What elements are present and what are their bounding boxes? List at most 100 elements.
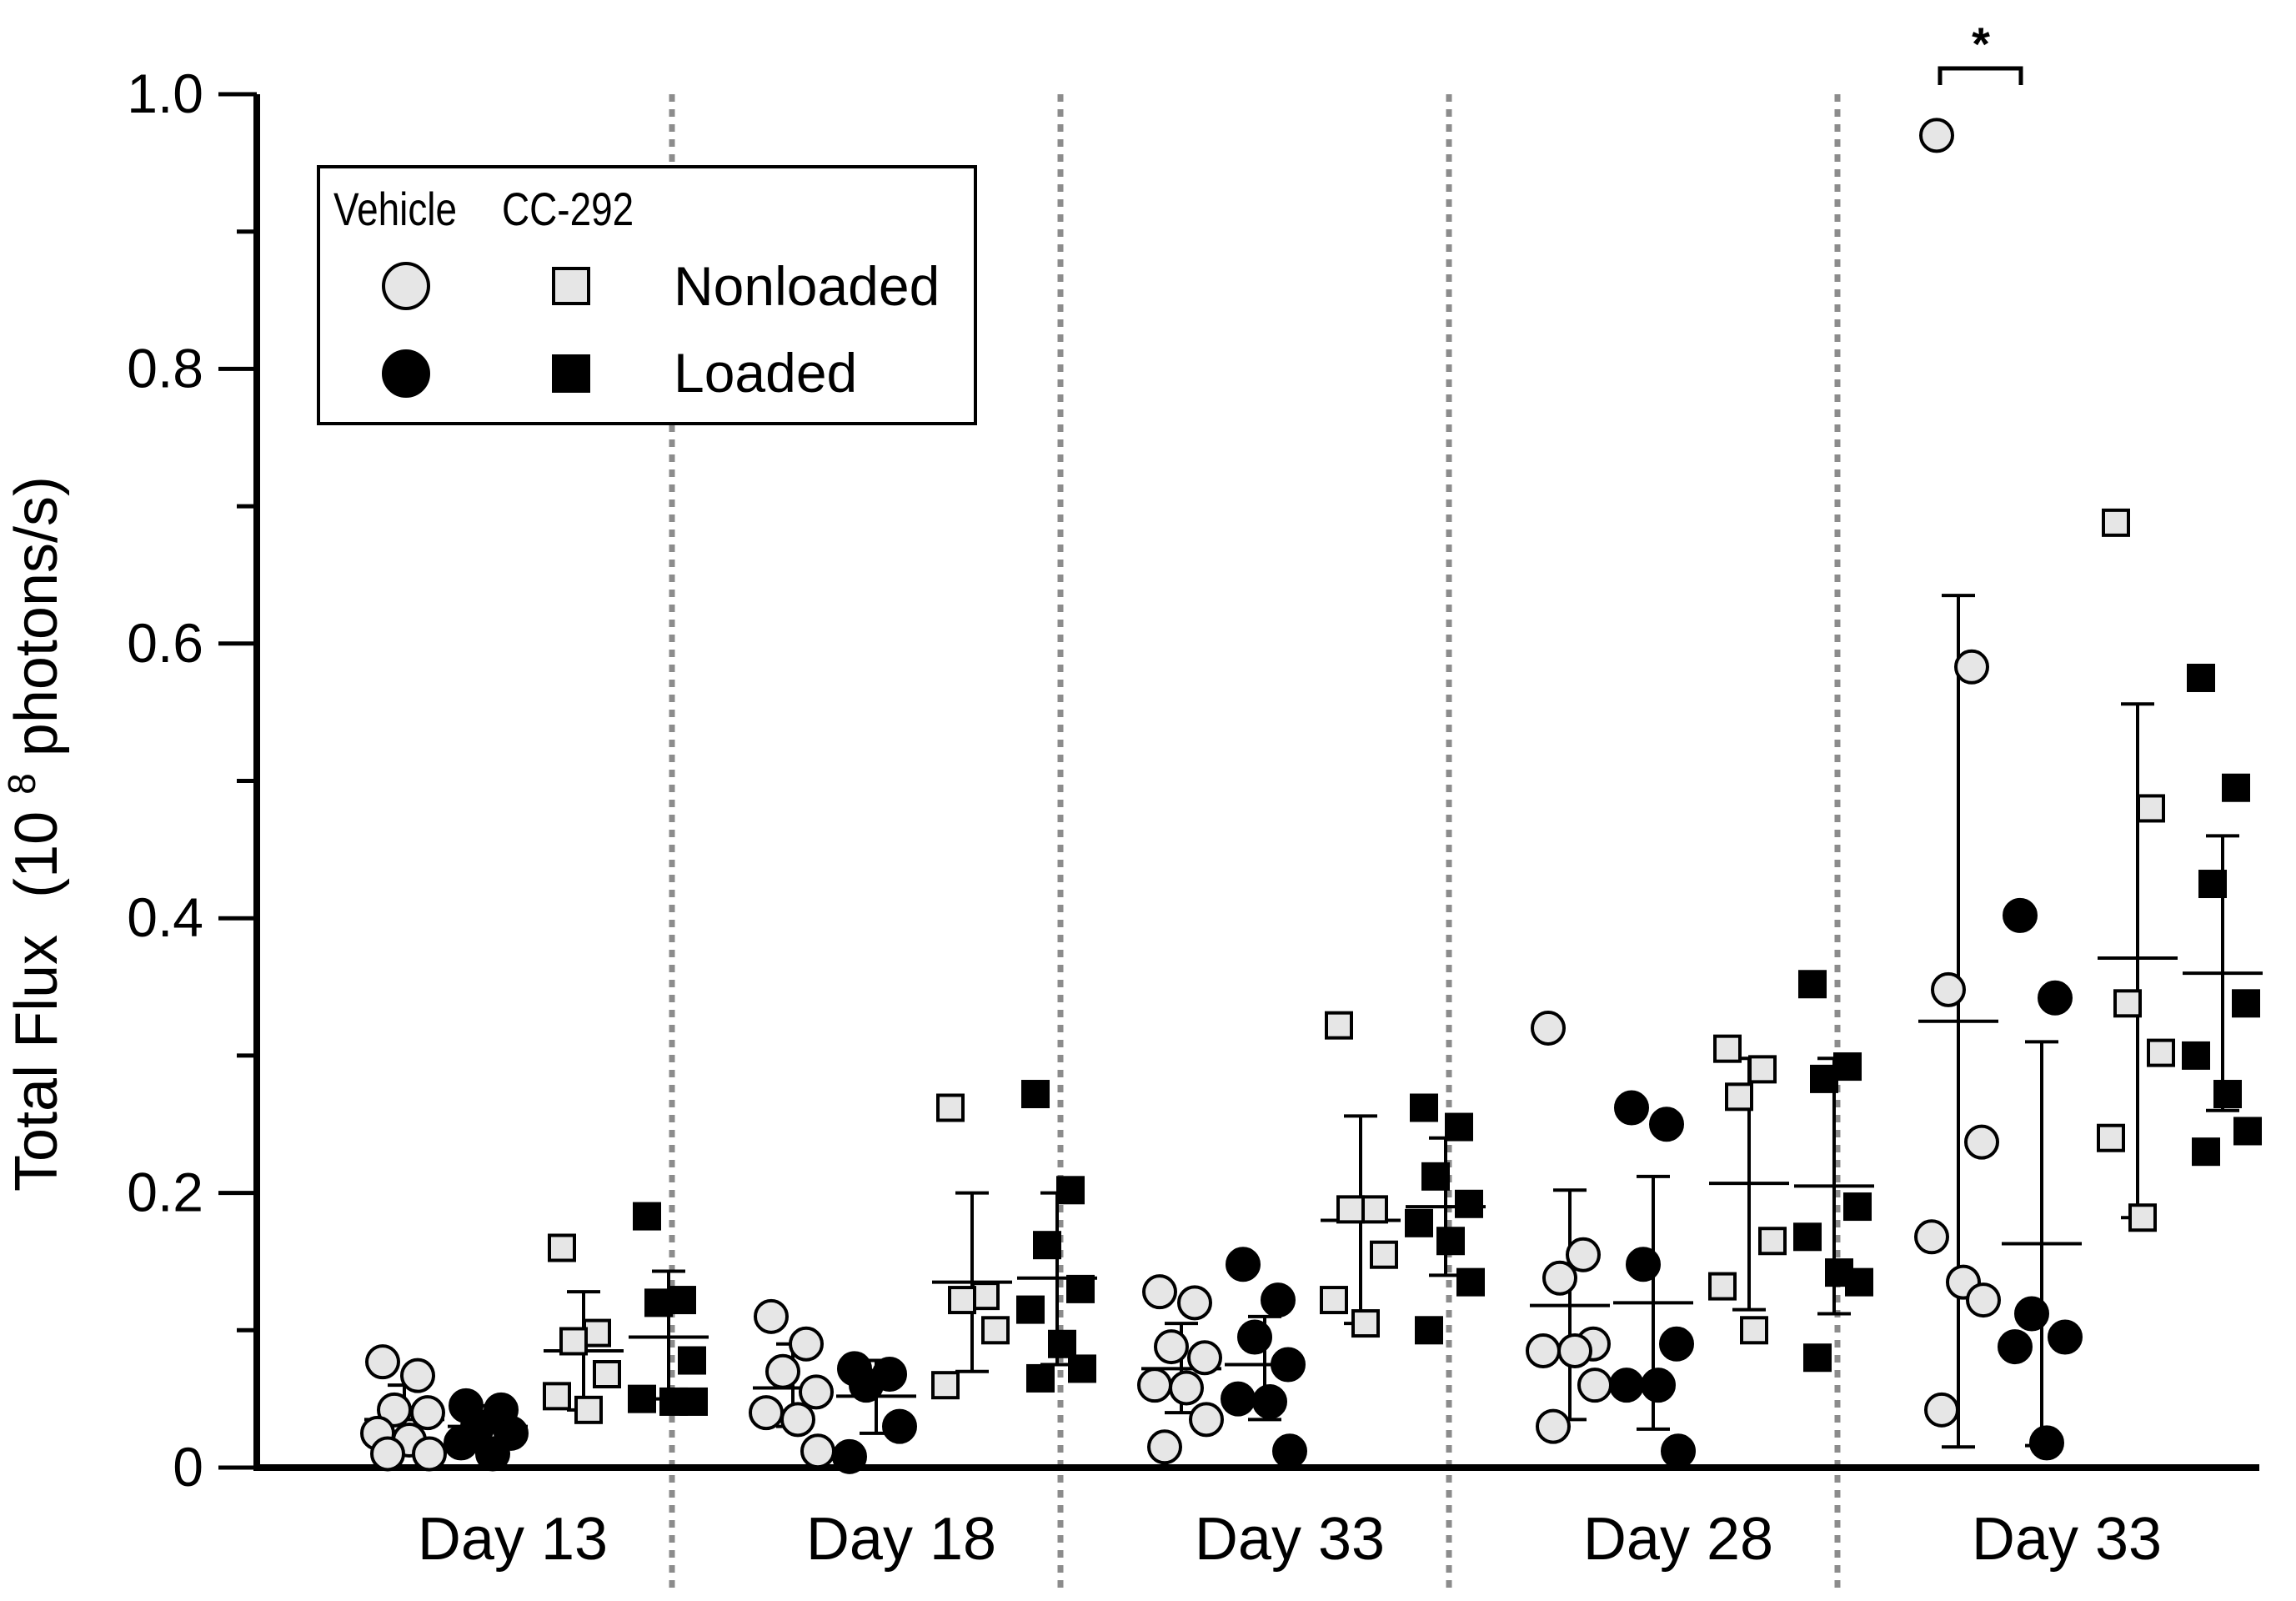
point-vehicle-loaded xyxy=(1221,1381,1256,1417)
point-cc-292-nonloaded xyxy=(1351,1309,1380,1338)
point-cc-292-loaded xyxy=(1421,1162,1450,1191)
legend-label-loaded: Loaded xyxy=(674,342,857,404)
point-vehicle-loaded xyxy=(1649,1107,1684,1142)
point-vehicle-nonloaded xyxy=(1177,1285,1212,1321)
point-vehicle-nonloaded xyxy=(1919,118,1954,153)
point-cc-292-nonloaded xyxy=(1370,1240,1398,1269)
point-cc-292-nonloaded xyxy=(1748,1055,1777,1084)
point-cc-292-loaded xyxy=(2192,1137,2220,1167)
point-cc-292-loaded xyxy=(2187,663,2215,692)
x-category-label: Day 13 xyxy=(418,1506,608,1573)
y-tick-label: 0.6 xyxy=(127,612,203,674)
x-category-label: Day 28 xyxy=(1583,1506,1773,1573)
y-tick-label: 0.8 xyxy=(127,337,203,399)
point-cc-292-nonloaded xyxy=(1360,1195,1388,1224)
point-cc-292-loaded xyxy=(2233,1117,2262,1146)
point-cc-292-nonloaded xyxy=(2102,508,2130,537)
point-vehicle-loaded xyxy=(2048,1319,2083,1355)
point-cc-292-nonloaded xyxy=(948,1286,976,1315)
point-vehicle-nonloaded xyxy=(1954,649,1989,685)
point-cc-292-loaded xyxy=(1436,1227,1465,1256)
point-cc-292-loaded xyxy=(1415,1316,1443,1345)
point-cc-292-nonloaded xyxy=(1708,1272,1737,1301)
point-cc-292-loaded xyxy=(1833,1052,1862,1082)
point-cc-292-loaded xyxy=(628,1384,656,1413)
x-category-label: Day 33 xyxy=(1195,1506,1385,1573)
point-vehicle-nonloaded xyxy=(1557,1333,1592,1369)
point-cc-292-loaded xyxy=(1066,1274,1095,1303)
point-cc-292-nonloaded xyxy=(936,1093,965,1122)
point-vehicle-nonloaded xyxy=(780,1402,815,1438)
point-cc-292-loaded xyxy=(1455,1189,1483,1218)
point-cc-292-loaded xyxy=(1033,1231,1061,1260)
legend-header-cc292: CC-292 xyxy=(502,183,634,235)
point-vehicle-loaded xyxy=(1641,1368,1676,1403)
point-vehicle-loaded xyxy=(849,1368,884,1403)
point-cc-292-nonloaded xyxy=(583,1318,611,1348)
point-cc-292-loaded xyxy=(2198,870,2227,899)
point-vehicle-nonloaded xyxy=(377,1392,412,1428)
point-cc-292-nonloaded xyxy=(1320,1286,1348,1315)
significance-bracket: * xyxy=(1938,18,2023,85)
point-vehicle-nonloaded xyxy=(1142,1274,1177,1310)
axes: 0 0.2 0.4 0.6 0.8 1.0 Day 13 Day 18 Day 33 Day 28… xyxy=(127,63,2259,1573)
point-vehicle-loaded xyxy=(2014,1296,2049,1332)
point-cc-292-nonloaded xyxy=(2137,794,2165,823)
point-vehicle-nonloaded xyxy=(1189,1402,1224,1438)
point-cc-292-nonloaded xyxy=(1740,1316,1768,1345)
point-cc-292-loaded xyxy=(1825,1258,1853,1287)
point-vehicle-loaded xyxy=(2038,980,2073,1016)
point-cc-292-loaded xyxy=(1456,1267,1485,1297)
significance-bracket-line xyxy=(1938,66,2023,85)
point-cc-292-loaded xyxy=(633,1202,661,1231)
point-cc-292-nonloaded xyxy=(971,1282,1000,1311)
point-vehicle-nonloaded xyxy=(370,1436,405,1472)
point-vehicle-nonloaded xyxy=(1577,1368,1612,1403)
point-vehicle-nonloaded xyxy=(800,1433,835,1469)
point-cc-292-nonloaded xyxy=(574,1395,603,1424)
legend-marker-cc292-nonloaded xyxy=(552,267,590,305)
point-vehicle-loaded xyxy=(2029,1425,2064,1461)
point-vehicle-loaded xyxy=(475,1436,510,1472)
data-markers xyxy=(360,118,2263,1474)
point-cc-292-nonloaded xyxy=(548,1233,576,1262)
point-vehicle-nonloaded xyxy=(799,1374,834,1410)
point-cc-292-nonloaded xyxy=(1725,1082,1753,1112)
point-vehicle-nonloaded xyxy=(1914,1219,1949,1255)
point-vehicle-nonloaded xyxy=(1526,1333,1561,1369)
point-cc-292-loaded xyxy=(1793,1222,1822,1252)
point-vehicle-loaded xyxy=(2003,897,2038,933)
point-vehicle-nonloaded xyxy=(749,1395,784,1431)
point-cc-292-loaded xyxy=(1056,1176,1085,1205)
point-vehicle-loaded xyxy=(1272,1433,1307,1469)
point-cc-292-nonloaded xyxy=(1325,1011,1353,1040)
y-tick-label: 0.2 xyxy=(127,1162,203,1223)
point-vehicle-loaded xyxy=(1614,1090,1649,1126)
point-cc-292-nonloaded xyxy=(2147,1038,2175,1067)
point-cc-292-loaded xyxy=(1798,970,1827,999)
point-vehicle-nonloaded xyxy=(1924,1392,1959,1428)
x-category-label: Day 18 xyxy=(806,1506,996,1573)
point-vehicle-nonloaded xyxy=(1531,1010,1566,1046)
legend-marker-vehicle-loaded xyxy=(382,349,430,398)
point-vehicle-nonloaded xyxy=(1137,1368,1172,1403)
y-tick-label: 0 xyxy=(173,1436,203,1498)
legend: Vehicle CC-292 Nonloaded Loaded xyxy=(317,165,977,425)
point-cc-292-loaded xyxy=(644,1288,673,1317)
point-vehicle-loaded xyxy=(444,1425,479,1461)
point-cc-292-loaded xyxy=(2232,989,2260,1018)
significance-label: * xyxy=(1972,18,1990,70)
point-cc-292-loaded xyxy=(1843,1192,1872,1222)
point-cc-292-loaded xyxy=(1845,1267,1873,1297)
y-axis-title-prefix: (10 xyxy=(3,811,70,898)
point-cc-292-loaded xyxy=(1405,1208,1433,1237)
y-tick-label: 0.4 xyxy=(127,886,203,948)
point-vehicle-nonloaded xyxy=(1536,1408,1571,1444)
point-cc-292-loaded xyxy=(1048,1329,1076,1358)
point-vehicle-nonloaded xyxy=(1187,1340,1222,1376)
point-cc-292-loaded xyxy=(1016,1295,1045,1324)
point-cc-292-nonloaded xyxy=(1336,1195,1365,1224)
point-vehicle-loaded xyxy=(1252,1383,1287,1419)
point-vehicle-loaded xyxy=(1226,1247,1261,1282)
point-cc-292-loaded xyxy=(1445,1112,1473,1142)
